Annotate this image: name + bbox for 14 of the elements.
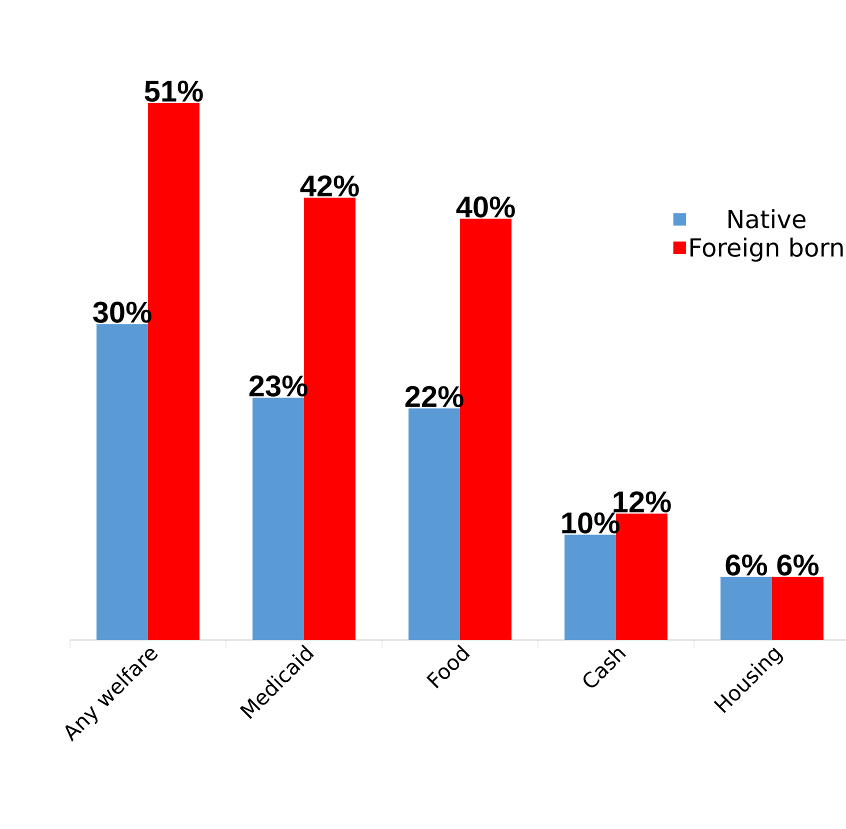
data-label: 6% bbox=[777, 554, 819, 576]
legend-label: Native bbox=[728, 209, 806, 228]
data-label: 12% bbox=[614, 491, 671, 512]
bar bbox=[96, 324, 148, 640]
bar bbox=[564, 534, 616, 640]
bar bbox=[252, 398, 304, 640]
bar bbox=[408, 408, 460, 640]
legend-label: Foreign born bbox=[690, 238, 843, 262]
data-label: 40% bbox=[456, 196, 515, 218]
bar bbox=[720, 576, 772, 640]
data-label: 6% bbox=[726, 554, 768, 576]
bar bbox=[772, 576, 824, 640]
data-label: 51% bbox=[144, 80, 203, 102]
data-label: 42% bbox=[300, 175, 359, 197]
